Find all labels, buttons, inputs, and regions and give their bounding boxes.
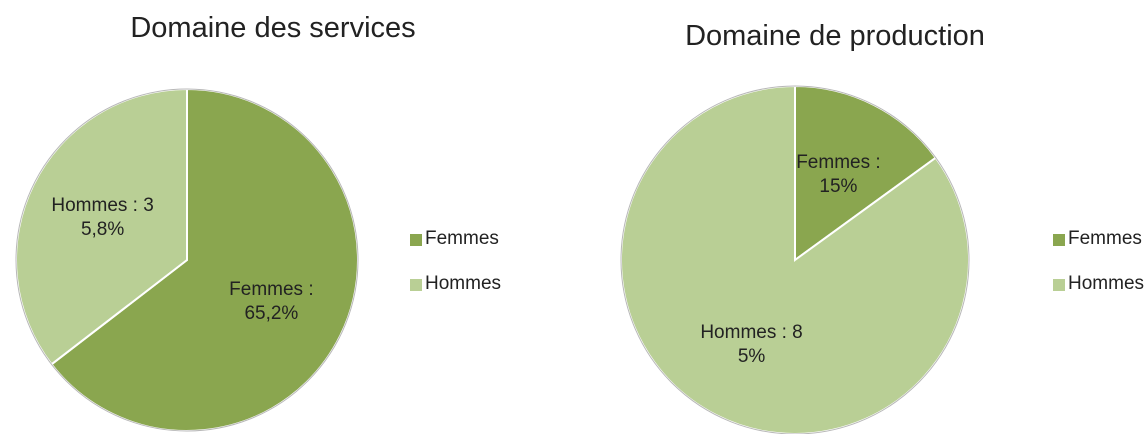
- legend-swatch: [1053, 279, 1065, 291]
- data-label: Hommes : 35,8%: [51, 195, 154, 241]
- data-label: Femmes : 15%: [796, 151, 881, 197]
- data-label: Hommes : 85%: [700, 322, 803, 368]
- pie-outline: [15, 88, 359, 432]
- legend-label: Hommes: [425, 273, 502, 294]
- legend-swatch: [410, 234, 422, 246]
- legend-label: Femmes: [425, 228, 499, 249]
- chart-title: Domaine de production: [685, 20, 985, 52]
- legend-label: Femmes: [1068, 228, 1142, 249]
- chart-title: Domaine des services: [130, 12, 416, 44]
- pie-outline: [620, 85, 970, 434]
- legend-swatch: [410, 279, 422, 291]
- legend-swatch: [1053, 234, 1065, 246]
- legend-label: Hommes: [1068, 273, 1145, 294]
- data-label: Femmes : 65,2%: [229, 278, 314, 324]
